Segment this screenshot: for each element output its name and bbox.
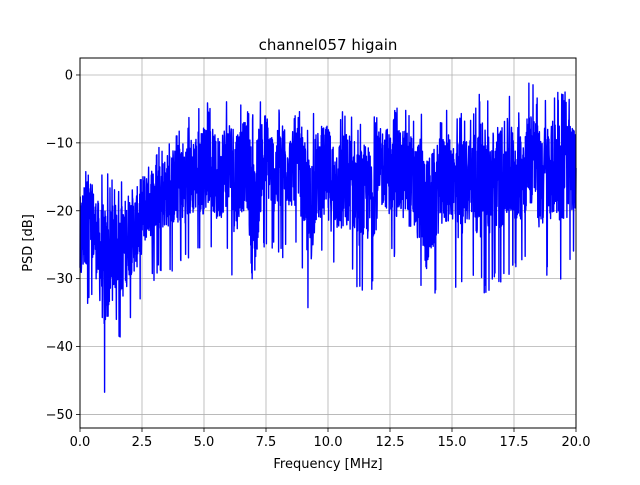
x-tick-label: 5.0	[194, 435, 215, 450]
x-axis-label: Frequency [MHz]	[273, 457, 382, 472]
axis-ticks: 0.0 2.5 5.0 7.5 10.0 12.5 15.0 17.5 20.0 0 −10 −20 −…	[46, 68, 591, 450]
chart-title: channel057 higain	[259, 36, 398, 54]
y-tick-label: −40	[46, 340, 73, 355]
x-tick-label: 2.5	[132, 435, 153, 450]
x-tick-label: 15.0	[438, 435, 467, 450]
y-tick-label: −20	[46, 204, 73, 219]
plot-area	[79, 82, 577, 393]
psd-series-line	[79, 82, 577, 393]
x-tick-label: 20.0	[562, 435, 591, 450]
x-tick-label: 17.5	[500, 435, 529, 450]
y-axis-label: PSD [dB]	[21, 214, 36, 272]
y-tick-label: −10	[46, 136, 73, 151]
x-tick-label: 12.5	[376, 435, 405, 450]
y-tick-label: 0	[65, 68, 73, 83]
x-tick-label: 7.5	[256, 435, 277, 450]
y-tick-label: −50	[46, 408, 73, 423]
x-tick-label: 10.0	[314, 435, 343, 450]
y-tick-label: −30	[46, 272, 73, 287]
x-tick-label: 0.0	[70, 435, 91, 450]
